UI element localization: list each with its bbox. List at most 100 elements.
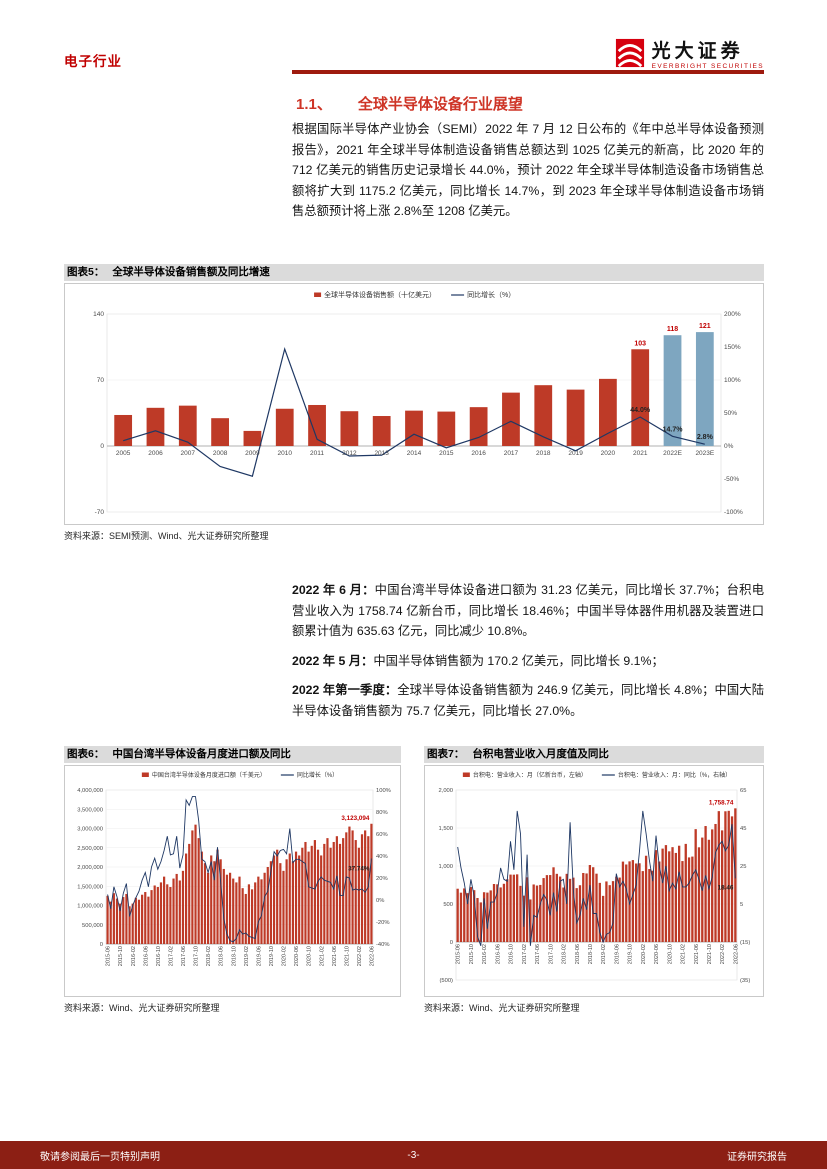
svg-text:2012: 2012 <box>342 450 357 457</box>
footer-page-number: -3- <box>407 1149 420 1161</box>
svg-text:2016-02: 2016-02 <box>482 944 488 964</box>
chart-6-canvas: 4,000,000 3,500,000 3,000,000 2,500,000 2,00… <box>77 771 391 966</box>
paragraph-june-body: 中国台湾半导体设备进口额为 31.23 亿美元，同比增长 37.7%；台积电营业… <box>292 583 764 638</box>
svg-text:-70: -70 <box>95 509 105 516</box>
brand-subtitle: EVERBRIGHT SECURITIES <box>651 63 764 70</box>
svg-text:-100%: -100% <box>724 509 743 516</box>
svg-text:37.74%: 37.74% <box>348 865 370 872</box>
figure-6-caption: 图表6： 中国台湾半导体设备月度进口额及同比 <box>64 746 401 763</box>
svg-text:44.0%: 44.0% <box>630 407 651 414</box>
section-title: 1.1、 全球半导体设备行业展望 <box>296 93 523 114</box>
svg-text:2017-10: 2017-10 <box>548 944 554 964</box>
svg-text:2018-06: 2018-06 <box>218 946 224 966</box>
svg-text:2016: 2016 <box>471 450 486 457</box>
svg-text:2020-10: 2020-10 <box>306 946 312 966</box>
page-header: 电子行业 光大证券 EVERBRIGHT SECURITIES <box>64 38 764 73</box>
svg-text:14.7%: 14.7% <box>663 426 684 433</box>
svg-text:40%: 40% <box>376 854 388 860</box>
brand-block: 光大证券 EVERBRIGHT SECURITIES <box>615 38 764 73</box>
svg-text:2022-02: 2022-02 <box>720 944 726 964</box>
svg-text:2019-10: 2019-10 <box>269 946 275 966</box>
svg-text:-40%: -40% <box>376 942 390 948</box>
svg-text:(500): (500) <box>439 978 453 984</box>
paragraph-q1: 2022 年第一季度：全球半导体设备销售额为 246.9 亿美元，同比增长 4.… <box>292 680 764 721</box>
svg-text:2021-10: 2021-10 <box>344 946 350 966</box>
svg-text:2009: 2009 <box>245 450 260 457</box>
svg-text:65: 65 <box>740 788 746 794</box>
figure-6-chart-box: 4,000,000 3,500,000 3,000,000 2,500,000 2,00… <box>64 765 401 997</box>
figure-6-title: 中国台湾半导体设备月度进口额及同比 <box>112 748 291 760</box>
svg-text:103: 103 <box>634 340 646 347</box>
svg-text:140: 140 <box>93 311 104 318</box>
svg-text:5: 5 <box>740 902 743 908</box>
paragraph-q1-body: 全球半导体设备销售额为 246.9 亿美元，同比增长 4.8%；中国大陆半导体设… <box>292 683 764 718</box>
svg-text:1,758.74: 1,758.74 <box>708 799 733 806</box>
svg-text:2022-06: 2022-06 <box>733 944 739 964</box>
paragraph-june: 2022 年 6 月：中国台湾半导体设备进口额为 31.23 亿美元，同比增长 … <box>292 580 764 642</box>
figure-5: 图表5： 全球半导体设备销售额及同比增速 140 70 0 -70 200% 150% 10… <box>64 264 764 542</box>
svg-text:1,500: 1,500 <box>438 826 453 832</box>
paragraph-q1-lead: 2022 年第一季度： <box>292 683 398 697</box>
svg-text:同比增长（%）: 同比增长（%） <box>296 771 337 779</box>
svg-text:2017-02: 2017-02 <box>168 946 174 966</box>
svg-text:2017-02: 2017-02 <box>521 944 527 964</box>
svg-text:1,000: 1,000 <box>438 864 453 870</box>
figure-7-caption: 图表7： 台积电营业收入月度值及同比 <box>424 746 764 763</box>
svg-text:2.8%: 2.8% <box>697 434 714 441</box>
svg-text:2015-10: 2015-10 <box>118 946 124 966</box>
svg-text:2018-02: 2018-02 <box>561 944 567 964</box>
svg-text:2019-06: 2019-06 <box>256 946 262 966</box>
svg-text:2015-06: 2015-06 <box>455 944 461 964</box>
svg-text:2020-06: 2020-06 <box>294 946 300 966</box>
paragraph-may-lead: 2022 年 5 月： <box>292 653 374 668</box>
svg-text:2016-06: 2016-06 <box>495 944 501 964</box>
svg-text:2019-06: 2019-06 <box>614 944 620 964</box>
svg-text:2021-10: 2021-10 <box>706 944 712 964</box>
figure-7-label: 图表7： <box>427 748 465 760</box>
paragraph-may: 2022 年 5 月：中国半导体销售额为 170.2 亿美元，同比增长 9.1%… <box>292 651 764 672</box>
svg-text:2,500,000: 2,500,000 <box>77 846 103 852</box>
svg-text:20%: 20% <box>376 876 388 882</box>
svg-text:2017-10: 2017-10 <box>193 946 199 966</box>
svg-text:2018: 2018 <box>536 450 551 457</box>
svg-text:2020-06: 2020-06 <box>654 944 660 964</box>
svg-text:25: 25 <box>740 864 746 870</box>
brand-name: 光大证券 <box>651 41 744 62</box>
figure-5-title: 全球半导体设备销售额及同比增速 <box>112 266 270 278</box>
svg-text:2,000,000: 2,000,000 <box>77 865 103 871</box>
svg-text:0: 0 <box>100 443 104 450</box>
svg-text:2,000: 2,000 <box>438 788 453 794</box>
svg-text:0: 0 <box>449 940 452 946</box>
svg-text:台积电：营业收入：月：同比（%，右轴）: 台积电：营业收入：月：同比（%，右轴） <box>617 771 730 779</box>
svg-text:2010: 2010 <box>278 450 293 457</box>
svg-text:2021-02: 2021-02 <box>680 944 686 964</box>
svg-text:2019: 2019 <box>568 450 583 457</box>
everbright-logo-icon <box>615 38 645 73</box>
figure-5-chart-box: 140 70 0 -70 200% 150% 100% 50% 0% -50% -100% 2005 2… <box>64 283 764 525</box>
svg-text:3,500,000: 3,500,000 <box>77 807 103 813</box>
svg-text:(15): (15) <box>740 940 750 946</box>
svg-text:150%: 150% <box>724 344 741 351</box>
svg-text:2015-10: 2015-10 <box>468 944 474 964</box>
svg-text:2019-02: 2019-02 <box>601 944 607 964</box>
svg-text:2016-02: 2016-02 <box>130 946 136 966</box>
svg-text:2021-02: 2021-02 <box>319 946 325 966</box>
svg-text:2022E: 2022E <box>663 450 682 457</box>
svg-text:(35): (35) <box>740 978 750 984</box>
svg-text:45: 45 <box>740 826 746 832</box>
svg-text:2015-06: 2015-06 <box>105 946 111 966</box>
svg-text:-20%: -20% <box>376 920 390 926</box>
section-title-text: 全球半导体设备行业展望 <box>357 96 523 113</box>
svg-text:70: 70 <box>97 377 105 384</box>
figure-7-chart-box: 2,000 1,500 1,000 500 0 (500) 65 45 25 5 (15) (35) 2… <box>424 765 764 997</box>
svg-text:2016-06: 2016-06 <box>143 946 149 966</box>
svg-text:2016-10: 2016-10 <box>508 944 514 964</box>
svg-text:中国台湾半导体设备月度进口额（千美元）: 中国台湾半导体设备月度进口额（千美元） <box>151 771 265 779</box>
svg-text:2014: 2014 <box>407 450 422 457</box>
svg-text:2019-02: 2019-02 <box>243 946 249 966</box>
svg-text:2018-06: 2018-06 <box>574 944 580 964</box>
svg-text:2020-02: 2020-02 <box>281 946 287 966</box>
svg-text:2008: 2008 <box>213 450 228 457</box>
svg-text:2020: 2020 <box>601 450 616 457</box>
